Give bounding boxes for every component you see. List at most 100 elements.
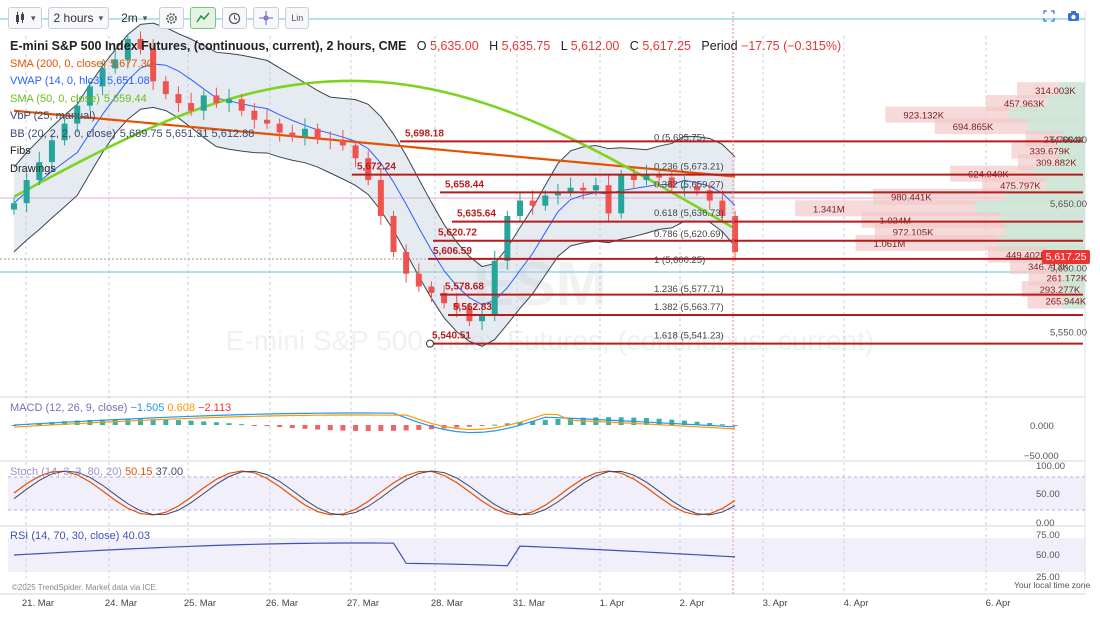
macd-hist-bar xyxy=(264,425,270,427)
candle xyxy=(48,140,55,163)
candle xyxy=(453,303,460,309)
macd-hist-bar xyxy=(517,422,523,425)
legend-fibs[interactable]: Fibs xyxy=(10,145,31,157)
scale-button[interactable]: Lin xyxy=(285,7,310,29)
vbp-label: 261.172K xyxy=(1047,274,1088,285)
sma50-line xyxy=(13,79,736,230)
vbp-label: 972.105K xyxy=(893,227,934,238)
macd-hist-bar xyxy=(669,419,675,425)
stoch-d-line xyxy=(13,470,736,516)
level-label: 5,635.64 xyxy=(457,209,496,220)
vbp-label: 923.132K xyxy=(903,111,944,122)
candle xyxy=(314,128,321,139)
bollinger-upper xyxy=(13,22,736,268)
price-axis-label: 5,700.00 xyxy=(1050,135,1087,146)
chart-type-button[interactable]: ▾ xyxy=(8,7,42,29)
date-label: 26. Mar xyxy=(266,598,298,609)
candle xyxy=(390,215,397,252)
stoch-axis-label: 100.00 xyxy=(1036,461,1065,472)
legend: E-mini S&P 500 Index Futures, (continuou… xyxy=(10,38,841,178)
macd-hist-bar xyxy=(150,419,156,425)
macd-hist-bar xyxy=(681,420,687,425)
candle xyxy=(403,251,410,274)
macd-legend[interactable]: MACD (12, 26, 9, close) −1.505 0.608 −2.… xyxy=(10,402,232,414)
symbol-title: E-mini S&P 500 Index Futures, (continuou… xyxy=(10,39,407,53)
rsi-band xyxy=(8,538,1085,572)
candle xyxy=(428,286,435,293)
interval-button[interactable]: 2m ▾ xyxy=(115,7,153,29)
macd-hist-bar xyxy=(466,425,472,427)
candle xyxy=(276,123,283,133)
chevron-down-icon: ▾ xyxy=(98,12,104,23)
legend-sma50[interactable]: SMA (50, 0, close) 5,659.44 xyxy=(10,92,147,105)
legend-sma200[interactable]: SMA (200, 0, close) 5,677.30 xyxy=(10,57,153,70)
macd-hist-bar xyxy=(606,417,612,425)
candle xyxy=(441,292,448,304)
macd-hist-bar xyxy=(213,422,219,425)
candle xyxy=(365,158,372,181)
ohlc-readout: O 5,635.00 H 5,635.75 L 5,612.00 C 5,617… xyxy=(416,39,842,53)
candle xyxy=(529,200,536,206)
stoch-legend[interactable]: Stoch (14, 3, 3, 80, 20) 50.15 37.00 xyxy=(10,466,184,478)
legend-vbp[interactable]: VbP (25, manual) xyxy=(10,110,96,122)
level-label: 5,540.51 xyxy=(432,331,471,342)
vbp-label: 309.882K xyxy=(1036,158,1077,169)
fib-label: 0.618 (5,636.73) xyxy=(654,208,724,219)
stoch-axis-label: 0.00 xyxy=(1036,518,1055,529)
candle xyxy=(567,187,574,192)
candle xyxy=(339,140,346,146)
candle xyxy=(681,186,688,188)
trend-icon xyxy=(196,12,210,23)
level-label: 5,658.44 xyxy=(445,179,484,190)
date-label: 1. Apr xyxy=(600,598,625,609)
fib-label: 0 (5,695.75) xyxy=(654,132,705,143)
timeframe-select[interactable]: 2 hours ▾ xyxy=(47,7,110,29)
vbp-label: 457.963K xyxy=(1004,99,1045,110)
candle xyxy=(668,177,675,188)
fib-label: 0.236 (5,673.21) xyxy=(654,161,724,172)
toolbar: ▾ 2 hours ▾ 2m ▾ Lin xyxy=(0,0,1100,36)
vbp-label: 980.441K xyxy=(891,193,932,204)
candle xyxy=(630,174,637,181)
legend-drawings[interactable]: Drawings xyxy=(10,162,56,175)
date-label: 24. Mar xyxy=(105,598,137,609)
level-label: 5,606.59 xyxy=(433,246,472,257)
replay-button[interactable] xyxy=(222,7,248,29)
fib-label: 1.382 (5,563.77) xyxy=(654,302,724,313)
macd-hist-bar xyxy=(277,425,283,428)
candle xyxy=(226,99,233,104)
candle xyxy=(86,86,93,106)
date-label: 27. Mar xyxy=(347,598,379,609)
legend-vwap[interactable]: VWAP (14, 0, hlc3) 5,651.08 xyxy=(10,75,150,87)
macd-axis-label: 0.000 xyxy=(1030,421,1054,432)
macd-hist-bar xyxy=(530,420,536,425)
candle xyxy=(491,260,498,317)
symbol-title-row: E-mini S&P 500 Index Futures, (continuou… xyxy=(10,38,841,56)
macd-hist-bar xyxy=(251,425,257,426)
macd-hist-bar xyxy=(226,423,232,425)
trend-tool-button[interactable] xyxy=(190,7,217,29)
date-label: 21. Mar xyxy=(22,598,54,609)
macd-hist-bar xyxy=(175,420,181,425)
fullscreen-icon[interactable] xyxy=(1043,10,1055,22)
crosshair-button[interactable] xyxy=(253,7,280,29)
level-label: 5,698.18 xyxy=(405,128,444,139)
rsi-legend[interactable]: RSI (14, 70, 30, close) 40.03 xyxy=(10,530,151,542)
rsi-line xyxy=(13,542,736,567)
candle xyxy=(352,145,359,159)
vbp-label: 475.797K xyxy=(1000,181,1041,192)
macd-hist-bar xyxy=(707,423,713,425)
timezone-label[interactable]: Your local time zone xyxy=(1014,580,1091,590)
vbp-label: 449.402K xyxy=(1006,250,1047,261)
price-axis-label: 5,600.00 xyxy=(1050,263,1087,274)
settings-button[interactable] xyxy=(159,7,185,29)
rsi-axis-label: 50.00 xyxy=(1036,550,1060,561)
candle xyxy=(289,132,296,137)
macd-hist-bar xyxy=(302,425,308,429)
macd-hist-bar xyxy=(378,425,384,431)
camera-icon[interactable] xyxy=(1067,10,1080,22)
date-label: 2. Apr xyxy=(680,598,705,609)
legend-bb[interactable]: BB (20, 2, 2, 0, close) 5,689.75 5,651.31… xyxy=(10,127,255,140)
macd-axis-label: −50.000 xyxy=(1024,451,1059,462)
